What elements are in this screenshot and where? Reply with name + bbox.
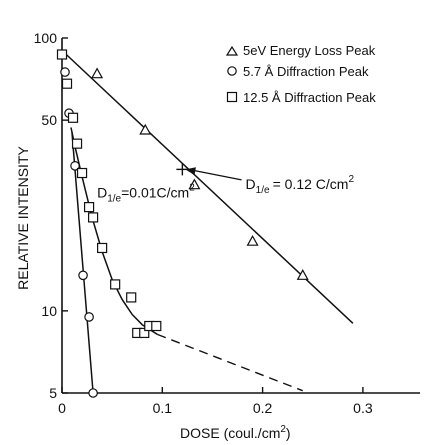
- square-marker: [126, 292, 137, 303]
- square-marker: [71, 138, 83, 149]
- y-tick-label: 5: [49, 385, 57, 401]
- legend-circle-marker: [227, 66, 237, 76]
- legend-label-5-7-diffraction: 5.7 Å Diffraction Peak: [243, 64, 369, 79]
- square-marker: [83, 202, 95, 213]
- annotation-superscript: 2: [348, 174, 354, 185]
- circle-marker: [84, 312, 94, 322]
- circle-marker: [88, 388, 98, 398]
- annotation-d-symbol: D: [246, 176, 256, 192]
- annotation-d1e-energy-loss: D1/e = 0.12 C/cm2: [185, 167, 354, 196]
- legend-item-energy-loss: 5eV Energy Loss Peak: [225, 43, 376, 58]
- square-marker: [56, 49, 68, 60]
- legend-triangle-marker: [225, 45, 239, 56]
- annotation-arrowhead: [185, 167, 196, 176]
- x-tick-label: 0.3: [353, 400, 373, 416]
- square-marker: [67, 112, 79, 123]
- y-tick-label: 10: [41, 303, 57, 319]
- triangle-marker: [188, 178, 201, 190]
- fit-line-series-1: [71, 132, 94, 394]
- legend-item-12-5-diffraction: 12.5 Å Diffraction Peak: [226, 90, 376, 105]
- x-axis-label-tail: ): [286, 425, 291, 441]
- x-tick-label: 0: [58, 400, 66, 416]
- y-tick-label: 100: [34, 30, 58, 46]
- square-marker: [76, 167, 88, 179]
- square-marker: [151, 320, 162, 332]
- annotation-arrow: [193, 169, 242, 181]
- legend-label-12-5-diffraction: 12.5 Å Diffraction Peak: [243, 90, 376, 105]
- x-axis-label-superscript: 2: [280, 424, 286, 435]
- extrapolation-series-2: [157, 333, 303, 392]
- annotation-superscript: 2: [189, 183, 195, 194]
- x-axis-label-text: DOSE (coul./cm: [180, 425, 280, 441]
- fit-curve-series-2: [70, 127, 158, 336]
- x-tick-label: 0.2: [253, 400, 273, 416]
- triangle-marker: [296, 269, 309, 280]
- annotation-value: = 0.12 C/cm: [273, 176, 349, 192]
- annotation-d1e-energy-text: D1/e = 0.12 C/cm2: [246, 174, 355, 196]
- y-axis-label: RELATIVE INTENSITY: [15, 146, 31, 290]
- annotation-subscript: 1/e: [256, 185, 270, 196]
- annotation-d1e-diffraction: D1/e=0.01C/cm2: [97, 183, 195, 205]
- x-axis-label: DOSE (coul./cm2): [180, 424, 291, 441]
- square-marker: [110, 279, 121, 290]
- square-marker: [97, 242, 108, 254]
- annotation-subscript: 1/e: [107, 194, 121, 205]
- annotation-d1e-diffraction-text: D1/e=0.01C/cm2: [97, 183, 195, 205]
- square-marker: [61, 78, 73, 89]
- legend-item-5-7-diffraction: 5.7 Å Diffraction Peak: [227, 64, 369, 79]
- legend-label-energy-loss: 5eV Energy Loss Peak: [243, 43, 376, 58]
- legend-square-marker: [226, 91, 238, 103]
- square-marker: [87, 212, 99, 223]
- annotation-d-symbol: D: [97, 185, 107, 201]
- circle-marker: [78, 270, 88, 281]
- annotation-value: =0.01C/cm: [121, 185, 189, 201]
- triangle-marker: [246, 234, 259, 246]
- circle-marker: [60, 67, 70, 77]
- data-points: [56, 49, 309, 398]
- triangle-marker: [91, 67, 104, 79]
- triangle-marker: [139, 123, 152, 135]
- x-tick-label: 0.1: [153, 400, 173, 416]
- legend: 5eV Energy Loss Peak 5.7 Å Diffraction P…: [225, 43, 376, 105]
- y-tick-label: 50: [41, 112, 57, 128]
- axis-ticks: 0 0.1 0.2 0.3 5 10 50 100: [34, 30, 373, 416]
